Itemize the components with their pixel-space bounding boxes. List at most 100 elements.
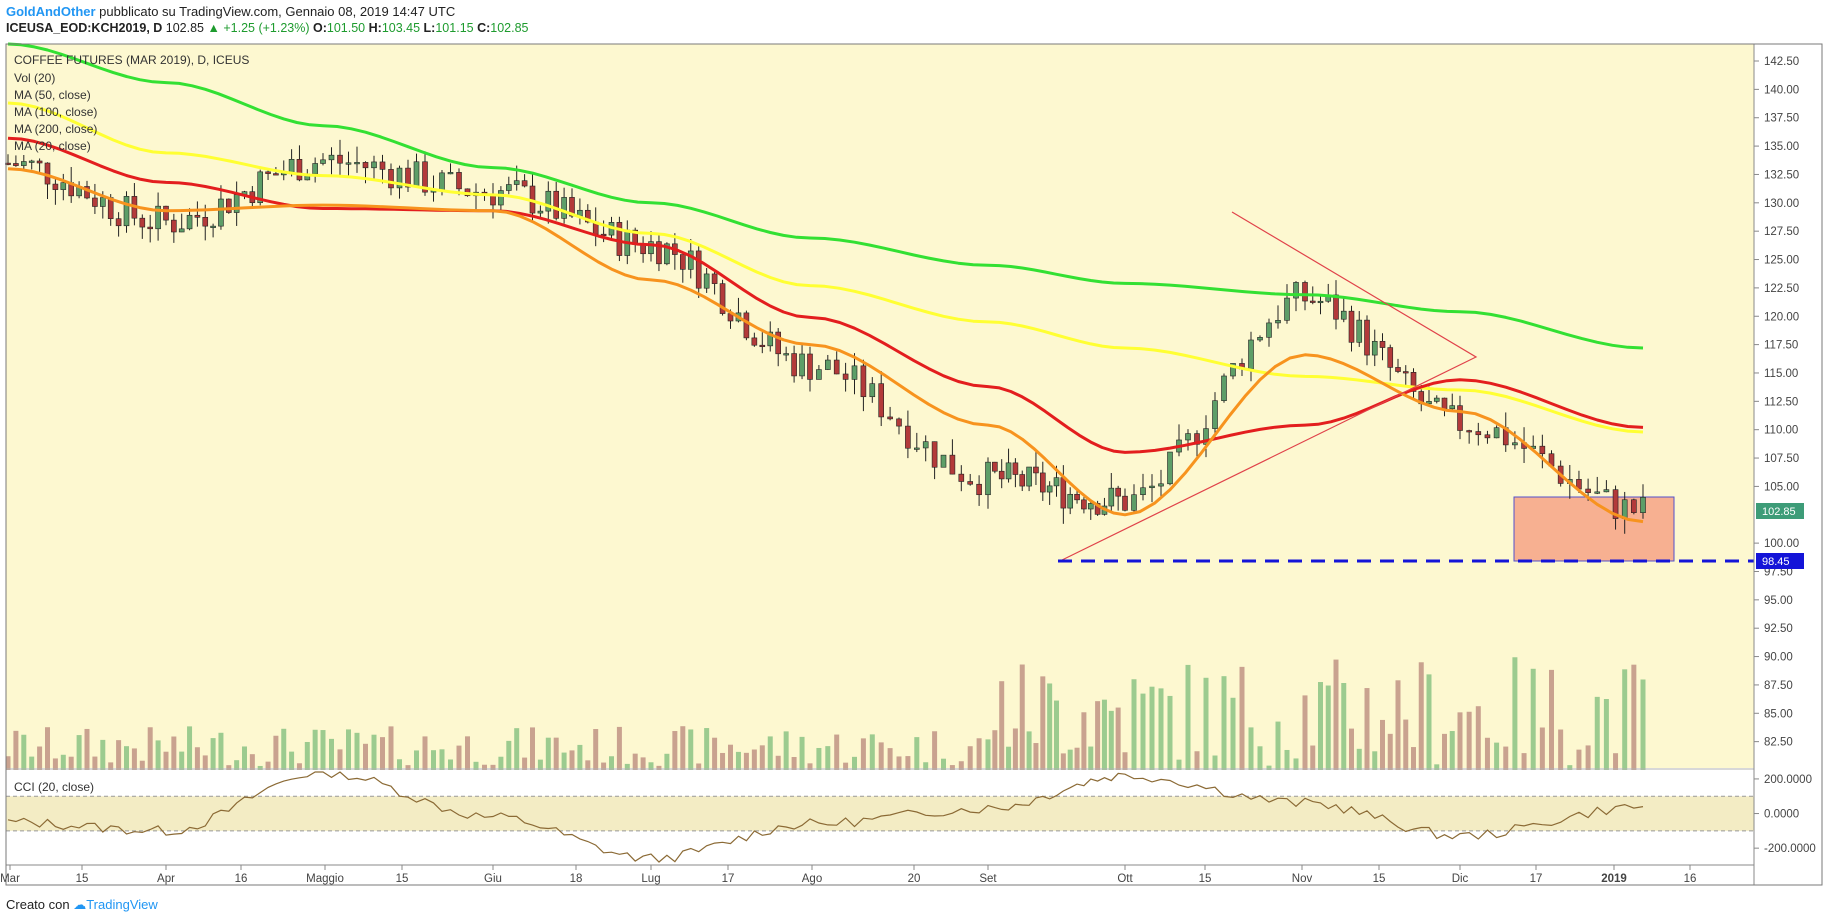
- volume-bar: [1372, 751, 1378, 770]
- volume-bar: [664, 753, 670, 770]
- time-tick-label: 18: [570, 873, 583, 885]
- candle-body: [100, 197, 106, 207]
- time-axis[interactable]: Mar 15 Apr 16 Maggio 15 Giu 18 Lug 17 Ago 20 Set Ott 1…: [0, 865, 1696, 885]
- time-tick-label: Apr: [157, 873, 175, 885]
- volume-bar: [1380, 719, 1385, 770]
- legend-ma50[interactable]: MA (50, close): [14, 88, 91, 102]
- volume-bar: [1613, 753, 1619, 770]
- volume-bar: [1284, 749, 1290, 770]
- tradingview-link[interactable]: TradingView: [86, 897, 158, 912]
- time-tick-label: Giu: [484, 873, 502, 885]
- volume-bar: [869, 734, 875, 770]
- time-tick-label: Mar: [0, 873, 20, 885]
- volume-bar: [1088, 746, 1094, 770]
- volume-bar: [680, 726, 686, 770]
- volume-bar: [585, 760, 591, 770]
- volume-bar: [1484, 737, 1490, 770]
- volume-bar: [1115, 707, 1121, 770]
- price-tick-label: 107.50: [1764, 453, 1799, 465]
- volume-bar: [405, 765, 411, 770]
- price-tick-label: 92.50: [1764, 623, 1793, 635]
- candle-body: [1275, 320, 1281, 324]
- volume-bar: [759, 745, 765, 770]
- volume-bar: [1449, 731, 1455, 770]
- cci-legend[interactable]: CCI (20, close): [14, 780, 94, 794]
- candle-body: [1309, 300, 1316, 303]
- candle-body: [521, 180, 528, 187]
- consolidation-box[interactable]: [1513, 496, 1675, 562]
- volume-bar: [249, 754, 255, 770]
- candle-body: [1257, 337, 1263, 341]
- volume-bar: [380, 737, 385, 770]
- volume-bar: [465, 736, 470, 770]
- candle-body: [396, 167, 403, 189]
- volume-bar: [388, 726, 394, 770]
- volume-bar: [194, 747, 200, 770]
- candle-body: [743, 312, 750, 339]
- volume-bar: [1257, 746, 1263, 770]
- time-tick-label: 16: [235, 873, 248, 885]
- volume-bar: [320, 730, 326, 770]
- legend-title[interactable]: COFFEE FUTURES (MAR 2019), D, ICEUS: [14, 53, 249, 67]
- author-link[interactable]: GoldAndOther: [6, 4, 96, 19]
- cci-axis[interactable]: 200.0000 0.0000 -200.0000: [1754, 774, 1816, 855]
- time-tick-label: 16: [1684, 873, 1697, 885]
- candle-body: [751, 337, 758, 346]
- cci-band: [6, 796, 1754, 831]
- price-tick-label: 127.50: [1764, 226, 1799, 238]
- legend-ma20[interactable]: MA (20, close): [14, 139, 91, 153]
- legend-ma200[interactable]: MA (200, close): [14, 122, 97, 136]
- close-value: 102.85: [490, 21, 529, 35]
- price-tick-label: 110.00: [1764, 425, 1798, 437]
- volume-bar: [1341, 683, 1347, 770]
- volume-bar: [1333, 659, 1339, 770]
- candle-body: [1371, 340, 1378, 356]
- triangle-trendlines[interactable]: [1059, 211, 1478, 562]
- price-axis[interactable]: 142.50 140.00 137.50 135.00 132.50 130.00 127.…: [1754, 56, 1799, 749]
- volume-bar: [545, 737, 551, 770]
- footer: Creato con ☁TradingView: [6, 897, 158, 913]
- volume-bar: [941, 758, 946, 770]
- volume-bar: [704, 728, 710, 770]
- volume-bar: [1176, 759, 1182, 770]
- publish-header: GoldAndOther pubblicato su TradingView.c…: [6, 4, 455, 19]
- candle-body: [1108, 487, 1115, 507]
- volume-bar: [958, 761, 964, 770]
- volume-bar: [1325, 685, 1331, 770]
- close-label: C:: [477, 21, 491, 35]
- volume-bar: [1466, 711, 1472, 770]
- footer-prefix: Creato con: [6, 897, 70, 912]
- candle-body: [210, 225, 216, 228]
- candle-body: [1248, 339, 1254, 370]
- volume-bar: [688, 729, 694, 770]
- ma-line-50: [7, 136, 1644, 454]
- candle-body: [1158, 483, 1164, 487]
- legend-volume[interactable]: Vol (20): [14, 71, 55, 85]
- volume-bar: [860, 738, 866, 770]
- candle-body: [985, 461, 991, 496]
- candle-body: [218, 198, 224, 227]
- volume-bar: [371, 734, 377, 770]
- volume-bar: [202, 755, 208, 770]
- price-tick-label: 97.50: [1764, 566, 1793, 578]
- volume-bar: [29, 756, 35, 770]
- ma-line-20: [7, 167, 1644, 524]
- volume-bar: [616, 726, 622, 770]
- legend-ma100[interactable]: MA (100, close): [14, 105, 97, 119]
- volume-bar: [1101, 699, 1107, 770]
- candle-body: [992, 461, 998, 472]
- candle-body: [569, 197, 575, 217]
- volume-bar: [1310, 745, 1316, 770]
- volume-bar: [490, 764, 496, 770]
- candle-body: [783, 353, 789, 356]
- price-tick-label: 120.00: [1764, 311, 1799, 323]
- price-tick-label: 135.00: [1764, 141, 1799, 153]
- volume-bar: [728, 744, 733, 770]
- candle-body: [1019, 474, 1026, 487]
- candle-body: [13, 163, 19, 166]
- candle-body: [1433, 397, 1440, 402]
- volume-bar: [932, 731, 938, 770]
- open-label: O:: [313, 21, 327, 35]
- volume-bar: [530, 727, 535, 770]
